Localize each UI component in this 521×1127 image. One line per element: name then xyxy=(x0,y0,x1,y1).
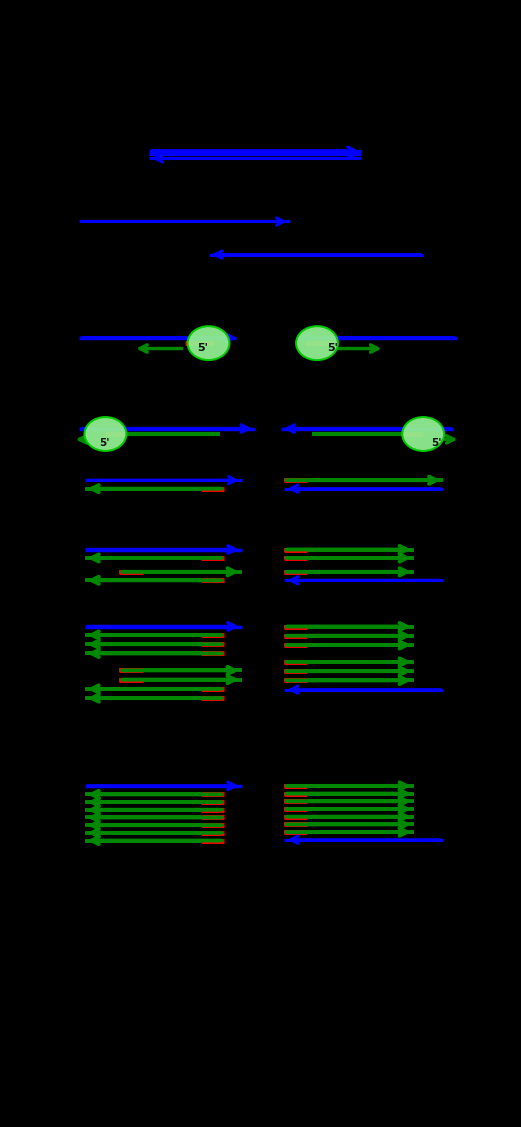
Ellipse shape xyxy=(296,326,338,361)
Text: 5': 5' xyxy=(327,343,338,353)
Ellipse shape xyxy=(402,417,444,451)
Text: 5': 5' xyxy=(431,437,441,447)
Text: 5': 5' xyxy=(99,437,110,447)
Text: 5': 5' xyxy=(197,343,208,353)
Ellipse shape xyxy=(188,326,229,361)
Ellipse shape xyxy=(84,417,127,451)
